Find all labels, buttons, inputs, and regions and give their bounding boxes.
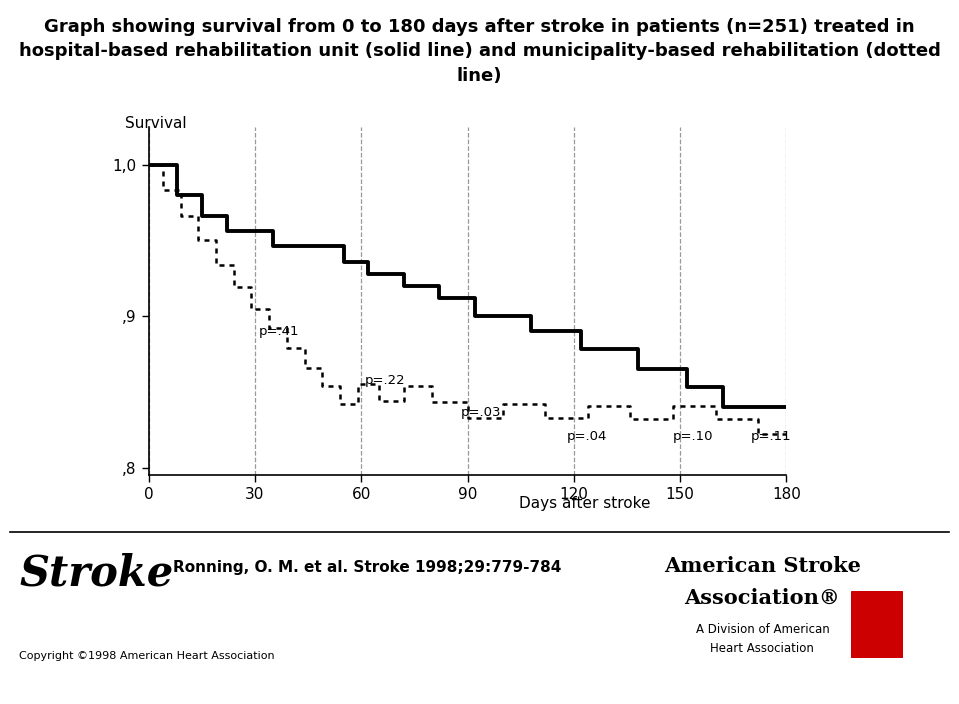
Text: p=.11: p=.11 xyxy=(751,429,791,443)
Text: hospital-based rehabilitation unit (solid line) and municipality-based rehabilit: hospital-based rehabilitation unit (soli… xyxy=(18,42,941,61)
Text: Ronning, O. M. et al. Stroke 1998;29:779-784: Ronning, O. M. et al. Stroke 1998;29:779… xyxy=(173,560,561,574)
Text: Association®: Association® xyxy=(685,588,840,608)
Text: p=.04: p=.04 xyxy=(567,429,607,443)
Text: p=.22: p=.22 xyxy=(364,374,406,386)
Text: Graph showing survival from 0 to 180 days after stroke in patients (n=251) treat: Graph showing survival from 0 to 180 day… xyxy=(44,18,915,36)
Text: Heart Association: Heart Association xyxy=(711,642,814,655)
Text: American Stroke: American Stroke xyxy=(664,556,861,576)
Text: Survival: Survival xyxy=(125,116,186,131)
Text: p=.41: p=.41 xyxy=(259,325,299,338)
Text: A Division of American: A Division of American xyxy=(695,623,830,636)
Text: Copyright ©1998 American Heart Association: Copyright ©1998 American Heart Associati… xyxy=(19,651,275,661)
Text: line): line) xyxy=(456,67,503,85)
Text: p=.03: p=.03 xyxy=(460,406,501,418)
FancyBboxPatch shape xyxy=(851,591,903,658)
Text: Days after stroke: Days after stroke xyxy=(519,496,651,511)
Text: Stroke: Stroke xyxy=(19,553,174,595)
Text: p=.10: p=.10 xyxy=(673,429,713,443)
